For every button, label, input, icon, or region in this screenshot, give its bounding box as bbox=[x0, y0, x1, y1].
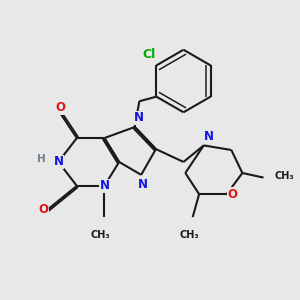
Text: N: N bbox=[138, 178, 148, 190]
Text: CH₃: CH₃ bbox=[91, 230, 110, 240]
Text: O: O bbox=[55, 101, 65, 114]
Text: Cl: Cl bbox=[142, 48, 156, 61]
Text: N: N bbox=[134, 111, 143, 124]
Text: CH₃: CH₃ bbox=[274, 171, 294, 181]
Text: CH₃: CH₃ bbox=[179, 230, 199, 240]
Text: N: N bbox=[53, 155, 63, 169]
Text: O: O bbox=[39, 203, 49, 216]
Text: H: H bbox=[38, 154, 46, 164]
Text: N: N bbox=[204, 130, 214, 143]
Text: O: O bbox=[227, 188, 237, 201]
Text: N: N bbox=[99, 179, 110, 192]
